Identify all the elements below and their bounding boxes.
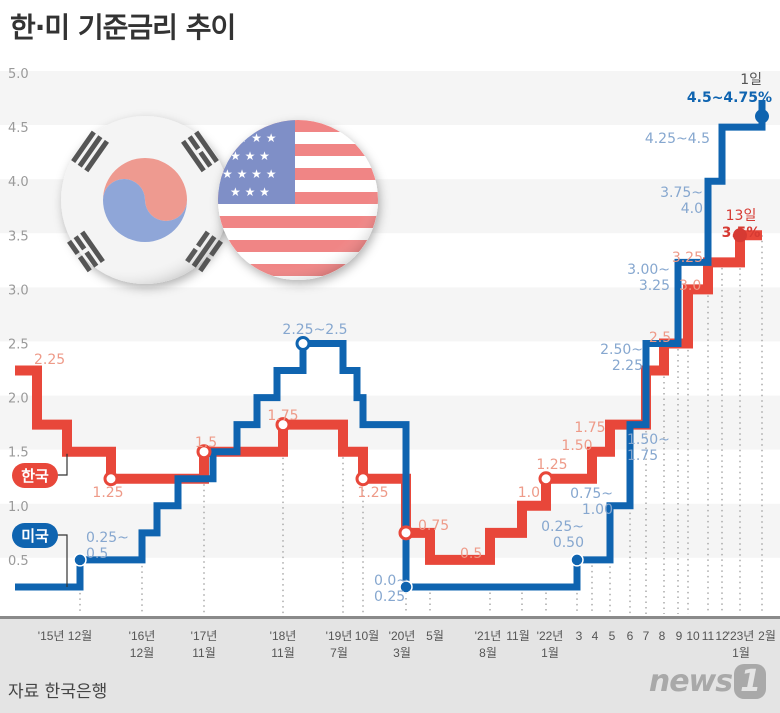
korea-flag-icon bbox=[61, 116, 229, 284]
korea-rate-marker bbox=[398, 525, 414, 541]
korea-value-label: 13일 bbox=[726, 208, 757, 224]
legend-pill bbox=[12, 523, 58, 548]
grid-band bbox=[0, 71, 780, 125]
korea-value-label: 2.25 bbox=[34, 352, 65, 368]
us-rate-marker bbox=[73, 553, 87, 567]
us-value-label: 2.25~2.5 bbox=[282, 322, 347, 338]
korea-value-label: 2.5 bbox=[649, 330, 671, 346]
grid-band bbox=[0, 287, 780, 342]
legend-connector bbox=[57, 453, 68, 476]
us-value-label: 2.50~ bbox=[600, 342, 643, 358]
us-value-label: 0.25 bbox=[374, 589, 405, 605]
legend-label: 미국 bbox=[21, 527, 49, 545]
us-value-label: 1.00 bbox=[582, 502, 613, 518]
us-value-label: 0.75~ bbox=[570, 486, 613, 502]
legend-label: 한국 bbox=[21, 467, 49, 485]
y-tick-label: 0.5 bbox=[8, 554, 29, 569]
korea-value-label: 0.5 bbox=[460, 546, 482, 562]
grid-band bbox=[0, 503, 780, 558]
us-value-label: 2.25 bbox=[612, 358, 643, 374]
korea-value-label: 1.25 bbox=[536, 457, 567, 473]
korea-value-label: 3.0 bbox=[679, 278, 701, 294]
y-tick-label: 3.0 bbox=[8, 283, 29, 298]
us-latest-marker bbox=[755, 109, 769, 124]
us-value-label: 3.00~ bbox=[627, 262, 670, 278]
us-value-label: 3.25 bbox=[639, 278, 670, 294]
source-note: 자료 한국은행 bbox=[8, 682, 108, 702]
korea-rate-marker bbox=[275, 417, 291, 433]
us-rate-marker bbox=[570, 553, 584, 567]
korea-value-label: 0.75 bbox=[418, 518, 449, 534]
korea-value-label: 1.25 bbox=[357, 485, 388, 501]
us-value-label: 0.25~ bbox=[86, 530, 129, 546]
korea-value-label: 3.5% bbox=[722, 225, 761, 241]
y-tick-label: 4.0 bbox=[8, 175, 29, 190]
legend-us: 미국 bbox=[12, 523, 68, 587]
us-value-label: 4.25~4.5 bbox=[645, 131, 710, 147]
korea-value-label: 1.0 bbox=[518, 485, 540, 501]
us-value-label: 1.50~ bbox=[627, 432, 670, 448]
us-rate-marker bbox=[399, 580, 413, 594]
korea-value-label: 1.5 bbox=[195, 435, 217, 451]
us-value-label: 3.75~ bbox=[660, 185, 703, 201]
us-value-label: 0.50 bbox=[553, 535, 584, 551]
y-tick-label: 2.0 bbox=[8, 392, 29, 407]
y-tick-label: 1.0 bbox=[8, 500, 29, 515]
us-value-label: 1일 bbox=[740, 72, 762, 88]
footer bbox=[0, 616, 780, 713]
us-value-label: 0.25~ bbox=[541, 519, 584, 535]
legend-pill bbox=[12, 463, 58, 488]
legend-connector bbox=[57, 534, 68, 587]
korea-value-label: 1.25 bbox=[92, 485, 123, 501]
y-tick-label: 4.5 bbox=[8, 121, 29, 136]
korea-value-label: 1.50 bbox=[561, 438, 592, 454]
korea-rate-marker bbox=[538, 471, 554, 487]
y-tick-label: 1.5 bbox=[8, 446, 29, 461]
us-rate-marker bbox=[295, 336, 311, 351]
us-flag-icon: ★ ★ ★ ★★ ★ ★ ★ ★ ★ ★★ ★ ★ bbox=[218, 120, 378, 280]
news1-logo: news 1 bbox=[649, 664, 766, 699]
y-tick-label: 3.5 bbox=[8, 229, 29, 244]
us-value-label: 0.5 bbox=[86, 546, 108, 562]
legend-korea: 한국 bbox=[12, 453, 68, 488]
us-value-label: 4.5~4.75% bbox=[687, 90, 772, 106]
korea-value-label: 1.75 bbox=[267, 408, 298, 424]
us-value-label: 1.75 bbox=[627, 448, 658, 464]
us-value-label: 0.0~ bbox=[374, 573, 408, 589]
us-value-label: 4.0 bbox=[681, 201, 703, 217]
korea-rate-marker bbox=[196, 444, 212, 460]
korea-value-label: 3.25 bbox=[672, 250, 703, 266]
us-rate-line bbox=[15, 100, 766, 591]
korea-rate-marker bbox=[355, 471, 371, 487]
korea-latest-marker bbox=[733, 228, 747, 243]
y-tick-label: 2.5 bbox=[8, 338, 29, 353]
page-title: 한·미 기준금리 추이 bbox=[10, 11, 236, 44]
flags-illustration: ★ ★ ★ ★★ ★ ★ ★ ★ ★ ★★ ★ ★ bbox=[61, 116, 378, 284]
korea-rate-marker bbox=[103, 471, 119, 487]
korea-value-label: 1.75 bbox=[574, 420, 605, 436]
y-tick-label: 5.0 bbox=[8, 67, 29, 82]
